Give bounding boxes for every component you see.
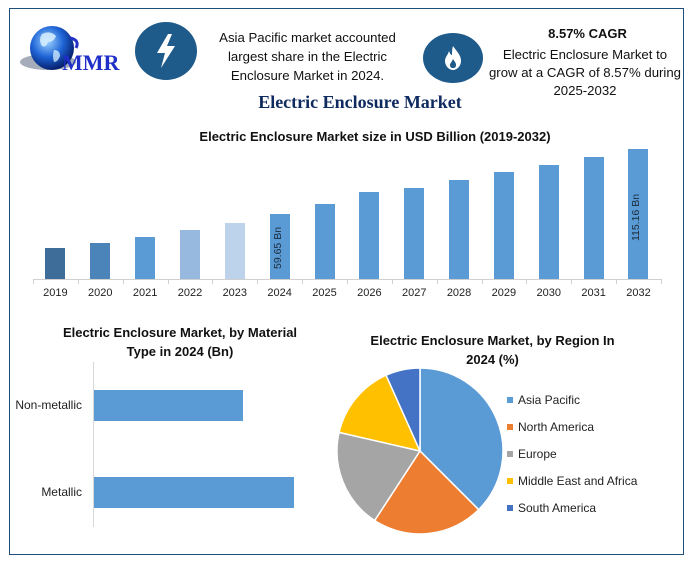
x-tick <box>257 279 259 284</box>
x-tick <box>212 279 214 284</box>
bar-2024: 59.65 Bn <box>269 214 290 279</box>
bar-2030 <box>538 165 559 279</box>
x-tick-label: 2031 <box>581 287 606 299</box>
bar-value-label: 59.65 Bn <box>271 226 284 269</box>
bar-value-label: 115.16 Bn <box>630 193 643 241</box>
highlight-line: largest share in the Electric <box>227 49 388 64</box>
x-tick <box>77 279 79 284</box>
x-tick-label: 2032 <box>626 287 651 299</box>
x-tick <box>122 279 124 284</box>
legend-label: Europe <box>518 446 557 461</box>
x-tick-label: 2024 <box>267 287 292 299</box>
x-tick-label: 2027 <box>401 287 427 299</box>
bar-2028 <box>449 180 470 279</box>
pie-slice-asia-pacific <box>419 367 504 511</box>
x-tick-label: 2029 <box>491 287 517 299</box>
cagr-line: 2025-2032 <box>553 83 617 98</box>
legend-swatch <box>507 396 513 403</box>
x-tick <box>346 279 348 284</box>
legend-swatch <box>507 450 513 457</box>
legend-label: Asia Pacific <box>518 392 581 407</box>
x-tick <box>660 279 662 284</box>
pie-slice-europe <box>336 431 422 522</box>
highlight-line: Asia Pacific market accounted <box>219 30 396 45</box>
legend-item: Europe <box>507 440 637 467</box>
bar-2032: 115.16 Bn <box>628 149 649 279</box>
cagr-description: Electric Enclosure Market to grow at a C… <box>485 46 685 100</box>
pie-legend: Asia Pacific North America Europe Middle Ea… <box>507 386 637 521</box>
bar-2025 <box>314 204 335 279</box>
bar-2031 <box>583 157 604 279</box>
page-title: Electric Enclosure Market <box>258 92 462 112</box>
x-tick-label: 2030 <box>536 287 561 299</box>
highlight-line: Enclosure Market in 2024. <box>230 68 385 83</box>
legend-label: South America <box>518 500 597 515</box>
x-tick-label: 2026 <box>357 287 382 299</box>
logo-text: MMR <box>62 50 120 75</box>
bar-2029 <box>493 172 514 279</box>
x-tick <box>616 279 618 284</box>
x-tick-label: 2022 <box>177 287 203 299</box>
bar-2027 <box>404 188 425 279</box>
region-chart-title: Electric Enclosure Market, by Region In … <box>355 331 630 369</box>
x-tick <box>526 279 528 284</box>
legend-item: North America <box>507 413 637 440</box>
legend-swatch <box>507 423 513 430</box>
pie-slice-south-america <box>385 367 421 452</box>
bar-2020 <box>90 243 111 279</box>
title-line: Type in 2024 (Bn) <box>126 344 234 359</box>
x-tick <box>571 279 573 284</box>
category-label: Metallic <box>41 485 82 499</box>
title-line: Electric Enclosure Market, by Region In <box>370 333 615 348</box>
y-axis <box>93 362 94 527</box>
region-pie-chart <box>336 367 504 535</box>
market-size-chart-title: Electric Enclosure Market size in USD Bi… <box>199 129 551 144</box>
x-tick-label: 2028 <box>446 287 472 299</box>
legend-label: Middle East and Africa <box>518 473 638 488</box>
cagr-line: Electric Enclosure Market to <box>502 47 668 62</box>
legend-label: North America <box>518 419 595 434</box>
legend-item: South America <box>507 494 637 521</box>
x-tick <box>302 279 304 284</box>
bar-2026 <box>359 192 380 279</box>
mmr-logo: MMR <box>18 20 133 82</box>
lightning-bolt-icon <box>135 22 197 80</box>
cagr-line: grow at a CAGR of 8.57% during <box>488 65 682 80</box>
x-tick-label: 2020 <box>88 287 113 299</box>
x-tick <box>167 279 169 284</box>
globe-icon <box>20 26 79 70</box>
pie-slice-middle-east-and-africa <box>338 374 422 453</box>
legend-item: Middle East and Africa <box>507 467 637 494</box>
x-axis <box>33 279 661 280</box>
x-tick-label: 2021 <box>132 287 158 299</box>
asia-pacific-highlight: Asia Pacific market accounted largest sh… <box>205 28 410 85</box>
x-tick <box>33 279 34 284</box>
bar-2019 <box>45 248 66 279</box>
x-tick <box>436 279 438 284</box>
bar-non-metallic <box>94 390 243 421</box>
legend-swatch <box>507 504 513 511</box>
title-line: 2024 (%) <box>466 352 519 367</box>
x-tick-label: 2023 <box>222 287 248 299</box>
x-tick-label: 2025 <box>312 287 337 299</box>
material-chart-title: Electric Enclosure Market, by Material T… <box>40 323 320 361</box>
legend-item: Asia Pacific <box>507 386 637 413</box>
category-label: Non-metallic <box>15 398 82 412</box>
legend-swatch <box>507 477 513 484</box>
title-line: Electric Enclosure Market, by Material <box>62 325 298 340</box>
pie-slice-north-america <box>373 449 480 535</box>
bar-metallic <box>94 477 294 508</box>
x-tick <box>481 279 483 284</box>
bar-2022 <box>179 230 200 279</box>
bar-2021 <box>135 237 156 279</box>
flame-icon <box>423 33 483 83</box>
x-tick-label: 2019 <box>43 287 68 299</box>
cagr-title: 8.57% CAGR <box>548 26 627 41</box>
bar-2023 <box>224 223 245 279</box>
x-tick <box>391 279 393 284</box>
